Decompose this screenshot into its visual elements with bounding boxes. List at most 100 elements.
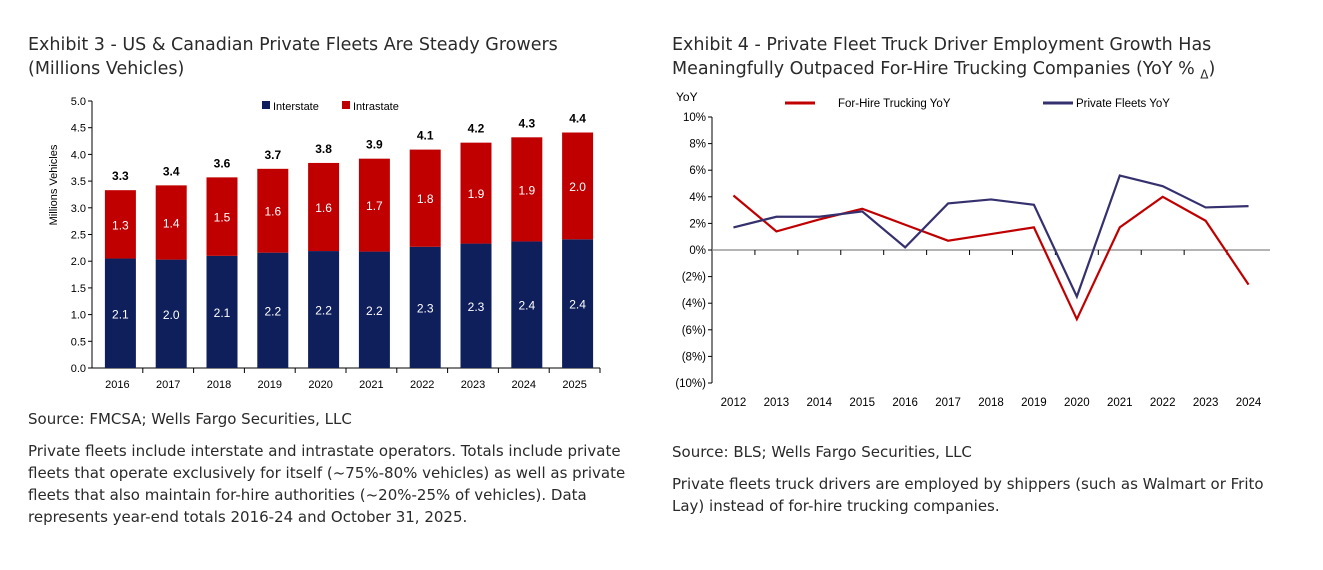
x-tick-label: 2018 bbox=[978, 397, 1004, 409]
y-tick-label: (10%) bbox=[675, 378, 706, 390]
bar-intrastate bbox=[104, 190, 136, 259]
bar-label: 2.3 bbox=[417, 301, 434, 315]
x-tick-label: 2020 bbox=[308, 379, 332, 391]
delta-symbol: Δ bbox=[1200, 67, 1209, 82]
exhibit4-title-text: Meaningfully Outpaced For-Hire Trucking … bbox=[672, 59, 1201, 79]
bar-intrastate bbox=[155, 185, 187, 260]
x-tick-label: 2016 bbox=[105, 379, 129, 391]
x-tick-label: 2013 bbox=[764, 397, 790, 409]
x-tick-label: 2023 bbox=[461, 379, 485, 391]
x-tick-label: 2016 bbox=[892, 397, 918, 409]
x-tick-label: 2021 bbox=[359, 379, 383, 391]
x-tick-label: 2023 bbox=[1193, 397, 1219, 409]
bar-interstate bbox=[358, 251, 390, 368]
bar-label: 2.3 bbox=[468, 300, 485, 314]
bar-intrastate bbox=[257, 168, 289, 253]
exhibit4-title-line1: Exhibit 4 - Private Fleet Truck Driver E… bbox=[672, 35, 1212, 55]
legend-label: For-Hire Trucking YoY bbox=[838, 98, 951, 110]
y-tick-label: 8% bbox=[689, 139, 706, 151]
legend-label: Intrastate bbox=[353, 101, 399, 113]
total-label: 3.6 bbox=[214, 156, 231, 170]
y-tick-label: (4%) bbox=[682, 298, 706, 310]
bar-intrastate bbox=[206, 177, 238, 256]
exhibit4-source: Source: BLS; Wells Fargo Securities, LLC bbox=[672, 443, 972, 461]
y-tick-label: (2%) bbox=[682, 272, 706, 284]
exhibit4-title: Exhibit 4 - Private Fleet Truck Driver E… bbox=[672, 33, 1215, 87]
x-tick-label: 2015 bbox=[849, 397, 875, 409]
y-tick-label: (6%) bbox=[682, 325, 706, 337]
x-tick-label: 2014 bbox=[807, 397, 833, 409]
x-tick-label: 2024 bbox=[512, 379, 536, 391]
total-label: 3.4 bbox=[163, 164, 180, 178]
exhibit3-source: Source: FMCSA; Wells Fargo Securities, L… bbox=[28, 410, 352, 428]
bar-interstate bbox=[562, 239, 594, 368]
bar-interstate bbox=[257, 252, 289, 368]
bar-label: 1.6 bbox=[315, 201, 332, 215]
legend-swatch bbox=[342, 101, 350, 109]
total-label: 3.7 bbox=[264, 148, 281, 162]
bar-interstate bbox=[308, 251, 340, 368]
bar-interstate bbox=[409, 246, 441, 368]
bar-label: 1.3 bbox=[112, 218, 129, 232]
legend-swatch bbox=[262, 101, 270, 109]
bar-label: 2.2 bbox=[264, 304, 281, 318]
y-tick-label: (8%) bbox=[682, 351, 706, 363]
bar-label: 1.4 bbox=[163, 216, 180, 230]
x-tick-label: 2022 bbox=[410, 379, 434, 391]
y-tick-label: 4% bbox=[689, 192, 706, 204]
bar-label: 2.2 bbox=[315, 304, 332, 318]
y-tick-label: 4.0 bbox=[71, 149, 86, 161]
exhibit4-note: Private fleets truck drivers are employe… bbox=[672, 475, 1264, 515]
exhibit4-line-chart: (10%) (8%) (6%) (4%) (2%) 0% 2% 4% 6% 8% 10% YoY 201… bbox=[675, 90, 1270, 409]
total-label: 4.1 bbox=[417, 129, 434, 143]
bar-label: 2.1 bbox=[214, 306, 231, 320]
bar-label: 2.2 bbox=[366, 304, 383, 318]
bar-intrastate bbox=[358, 158, 390, 252]
x-tick-label: 2017 bbox=[156, 379, 180, 391]
bar-label: 1.8 bbox=[417, 192, 434, 206]
total-label: 4.2 bbox=[468, 122, 485, 136]
bar-label: 2.1 bbox=[112, 307, 129, 321]
bar-label: 1.5 bbox=[214, 211, 231, 225]
exhibit3-title-line1: Exhibit 3 - US & Canadian Private Fleets… bbox=[28, 35, 558, 55]
y-tick-label: 4.5 bbox=[71, 123, 86, 135]
y-tick-label: 1.5 bbox=[71, 283, 86, 295]
y-tick-label: 0.5 bbox=[71, 336, 86, 348]
total-label: 3.9 bbox=[366, 138, 383, 152]
total-label: 3.8 bbox=[315, 142, 332, 156]
bar-interstate bbox=[155, 259, 187, 368]
y-tick-label: 0% bbox=[689, 245, 706, 257]
line-for-hire-trucking-yoy bbox=[732, 194, 1250, 322]
exhibit3-note: Private fleets include interstate and in… bbox=[28, 442, 626, 526]
legend-label: Interstate bbox=[273, 101, 319, 113]
y-tick-label: 3.5 bbox=[71, 176, 86, 188]
exhibit3-title: Exhibit 3 - US & Canadian Private Fleets… bbox=[28, 33, 558, 81]
x-tick-label: 2019 bbox=[1021, 397, 1047, 409]
bar-interstate bbox=[206, 255, 238, 368]
bar-intrastate bbox=[409, 149, 441, 247]
bar-label: 1.9 bbox=[518, 183, 535, 197]
y-tick-label: 10% bbox=[683, 112, 706, 124]
total-label: 4.4 bbox=[569, 112, 586, 126]
y-tick-label: 0.0 bbox=[71, 363, 86, 375]
bar-label: 1.6 bbox=[264, 205, 281, 219]
y-tick-label: 1.0 bbox=[71, 310, 86, 322]
y-tick-label: 2.0 bbox=[71, 256, 86, 268]
bar-intrastate bbox=[511, 137, 543, 242]
y-tick-label: 6% bbox=[689, 165, 706, 177]
bar-interstate bbox=[511, 241, 543, 368]
exhibit3-bar-chart: 0.0 0.5 1.0 1.5 2.0 2.5 3.0 3.5 4.0 4.5 5.0 Million… bbox=[48, 96, 601, 391]
x-tick-label: 2025 bbox=[562, 379, 586, 391]
y-axis-label: Millions Vehicles bbox=[48, 144, 60, 225]
x-tick-label: 2022 bbox=[1150, 397, 1176, 409]
x-tick-label: 2020 bbox=[1064, 397, 1090, 409]
x-tick-label: 2017 bbox=[935, 397, 961, 409]
x-tick-label: 2012 bbox=[721, 397, 747, 409]
exhibit3-title-line2: (Millions Vehicles) bbox=[28, 59, 185, 79]
y-tick-label: 2.5 bbox=[71, 230, 86, 242]
x-tick-label: 2018 bbox=[207, 379, 231, 391]
bar-label: 2.4 bbox=[569, 298, 586, 312]
exhibit4-title-line2: Meaningfully Outpaced For-Hire Trucking … bbox=[672, 57, 1215, 87]
bar-interstate bbox=[104, 258, 136, 368]
bar-intrastate bbox=[562, 132, 594, 240]
